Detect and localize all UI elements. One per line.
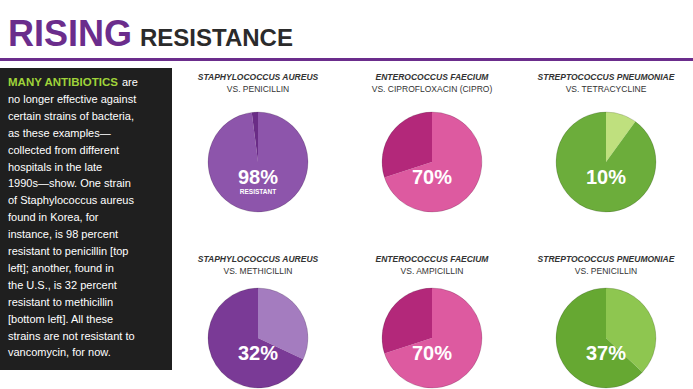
pie-slice <box>556 112 656 212</box>
caption-line: vancomycin, for now. <box>8 346 111 358</box>
pie-outline <box>208 112 308 212</box>
chart-subtitle: VS. PENICILLIN <box>227 84 289 94</box>
chart-subtitle: VS. METHICILLIN <box>224 266 293 276</box>
title-rule <box>0 58 693 61</box>
page: RISING RESISTANCE MANY ANTIBIOTICS are no lo… <box>0 0 693 389</box>
title-rest: RESISTANCE <box>140 24 293 51</box>
pie-outline <box>556 288 656 388</box>
pie-chart: STREPTOCOCCUS PNEUMONIAE VS. TETRACYCLINE… <box>538 72 675 212</box>
pie-slice <box>252 112 258 162</box>
chart-title: STAPHYLOCOCCUS AUREUS <box>198 254 319 264</box>
chart-title: ENTEROCOCCUS FAECIUM <box>376 254 490 264</box>
caption-lead: MANY ANTIBIOTICS <box>8 76 118 88</box>
category-label: RESISTANT <box>240 188 276 195</box>
caption-line: left]; another, found in <box>8 262 114 274</box>
pie-outline <box>382 112 482 212</box>
data-label: 70% <box>412 342 452 364</box>
sidebar-box <box>0 68 172 370</box>
chart-subtitle: VS. TETRACYCLINE <box>566 84 647 94</box>
chart-title: STREPTOCOCCUS PNEUMONIAE <box>538 254 675 264</box>
chart-subtitle: VS. PENICILLIN <box>575 266 637 276</box>
pie-slice <box>556 288 642 388</box>
data-label: 32% <box>238 342 278 364</box>
caption-line: collected from different <box>8 144 119 156</box>
chart-title: ENTEROCOCCUS FAECIUM <box>376 72 490 82</box>
pie-outline <box>208 288 308 388</box>
pie-slice <box>208 112 308 212</box>
pie-outline <box>556 112 656 212</box>
caption-line: the U.S., is 32 percent <box>8 279 117 291</box>
pie-outline <box>382 288 482 388</box>
caption-line: instance, is 98 percent <box>8 228 118 240</box>
caption-line: certain strains of bacteria, <box>8 110 134 122</box>
pie-chart: STAPHYLOCOCCUS AUREUS VS. PENICILLIN 98%RE… <box>198 72 319 212</box>
caption-line: 1990s—show. One strain <box>8 177 131 189</box>
pie-chart: ENTEROCOCCUS FAECIUM VS. AMPICILLIN 70% <box>376 254 490 388</box>
caption-line: resistant to methicillin <box>8 296 113 308</box>
caption-line: found in Korea, for <box>8 211 99 223</box>
chart-title: STREPTOCOCCUS PNEUMONIAE <box>538 72 675 82</box>
title-bold: RISING <box>8 13 132 54</box>
caption-line: as these examples— <box>8 127 111 139</box>
data-label: 37% <box>586 342 626 364</box>
data-label: 98% <box>238 166 278 188</box>
pie-chart: STREPTOCOCCUS PNEUMONIAE VS. PENICILLIN 37… <box>538 254 675 388</box>
chart-subtitle: VS. CIPROFLOXACIN (CIPRO) <box>372 84 493 94</box>
caption-line: strains are not resistant to <box>8 330 135 342</box>
caption-line: hospitals in the late <box>8 161 102 173</box>
caption-line: resistant to penicillin [top <box>8 245 128 257</box>
data-label: 70% <box>412 166 452 188</box>
chart-subtitle: VS. AMPICILLIN <box>401 266 464 276</box>
pie-chart: ENTEROCOCCUS FAECIUM VS. CIPROFLOXACIN (C… <box>372 72 493 212</box>
caption-line: are <box>122 76 138 88</box>
caption-line: of Staphylococcus aureus <box>8 194 134 206</box>
background <box>0 0 693 389</box>
data-label: 10% <box>586 166 626 188</box>
pie-chart: STAPHYLOCOCCUS AUREUS VS. METHICILLIN 32% <box>198 254 319 388</box>
chart-title: STAPHYLOCOCCUS AUREUS <box>198 72 319 82</box>
caption-line: [bottom left]. All these <box>8 313 113 325</box>
caption-line: no longer effective against <box>8 93 136 105</box>
